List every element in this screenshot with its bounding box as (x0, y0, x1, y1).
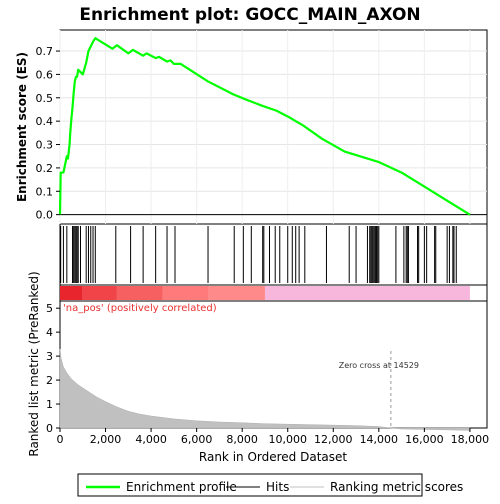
legend-label: Ranking metric scores (330, 480, 463, 494)
metric-y-tick-label: 4 (46, 326, 53, 339)
positive-correlation-label: 'na_pos' (positively correlated) (63, 303, 217, 314)
es-y-tick-label: 0.0 (36, 209, 54, 222)
heatmap-segment (162, 286, 208, 300)
x-tick-label: 2,000 (90, 433, 122, 446)
legend-label: Enrichment profile (126, 480, 237, 494)
heatmap-segment (265, 286, 470, 300)
metric-y-tick-label: 1 (46, 398, 53, 411)
x-tick-label: 0 (57, 433, 64, 446)
metric-y-tick-label: 5 (46, 302, 53, 315)
x-tick-label: 4,000 (135, 433, 167, 446)
x-axis-label: Rank in Ordered Dataset (199, 450, 347, 464)
metric-y-tick-label: 2 (46, 374, 53, 387)
heatmap-segment (60, 286, 83, 300)
x-tick-label: 10,000 (268, 433, 307, 446)
heatmap-segment (83, 286, 117, 300)
metric-y-axis-label: Ranked list metric (PreRanked) (27, 271, 41, 456)
es-y-tick-label: 0.2 (36, 162, 54, 175)
legend: Enrichment profile Hits Ranking metric sco… (78, 474, 463, 496)
x-tick-label: 8,000 (226, 433, 258, 446)
es-y-tick-label: 0.3 (36, 139, 54, 152)
es-y-axis-label: Enrichment score (ES) (15, 52, 29, 202)
heatmap-segment (117, 286, 163, 300)
es-y-tick-label: 0.4 (36, 115, 54, 128)
x-tick-label: 18,000 (451, 433, 490, 446)
chart-title: Enrichment plot: GOCC_MAIN_AXON (79, 5, 420, 25)
x-tick-label: 12,000 (314, 433, 353, 446)
zero-cross-label: Zero cross at 14529 (339, 361, 419, 370)
es-y-tick-label: 0.6 (36, 68, 54, 81)
es-y-tick-label: 0.7 (36, 45, 54, 58)
x-tick-label: 6,000 (181, 433, 213, 446)
x-tick-label: 14,000 (360, 433, 399, 446)
es-y-tick-label: 0.1 (36, 185, 54, 198)
heatmap-segment (208, 286, 265, 300)
es-y-tick-label: 0.5 (36, 92, 54, 105)
metric-y-tick-label: 0 (46, 422, 53, 435)
metric-y-tick-label: 3 (46, 350, 53, 363)
x-tick-label: 16,000 (405, 433, 444, 446)
ranked-heatmap-bar (60, 286, 470, 300)
legend-label: Hits (266, 480, 289, 494)
